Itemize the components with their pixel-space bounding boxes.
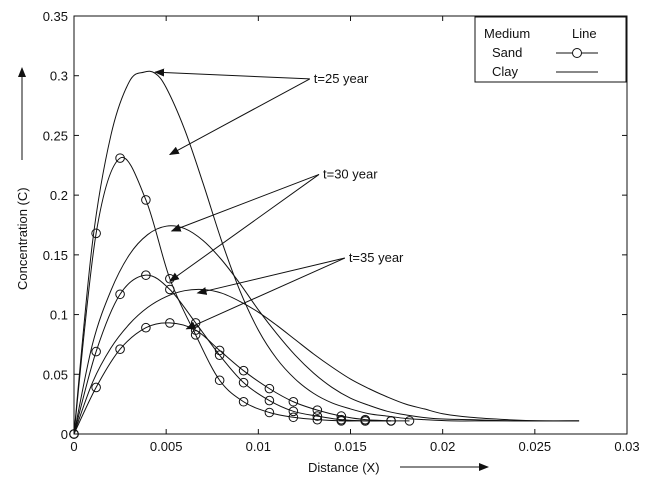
data-point <box>264 407 275 418</box>
annotation-arrow <box>185 257 346 330</box>
annotation-arrow <box>170 173 320 232</box>
data-point <box>141 322 151 333</box>
y-axis-title: Concentration (C) <box>15 67 30 290</box>
series-line-sand-t-25-year <box>73 156 410 435</box>
data-point <box>404 416 415 426</box>
annotation-arrow <box>154 68 310 80</box>
data-point <box>264 395 275 406</box>
y-tick-label: 0.05 <box>43 367 68 382</box>
legend-header-medium: Medium <box>484 26 530 41</box>
annotation-t-25-year: t=25 year <box>154 68 369 156</box>
annotation-arrow <box>168 78 311 156</box>
legend-label-sand: Sand <box>492 45 522 60</box>
data-point <box>238 365 249 376</box>
legend-header-line: Line <box>572 26 597 41</box>
x-tick-label: 0.03 <box>614 439 639 454</box>
y-tick-label: 0 <box>61 427 68 442</box>
x-tick-label: 0.01 <box>246 439 271 454</box>
series-line-sand-t-30-year <box>73 274 392 435</box>
annotation-label: t=35 year <box>349 250 404 265</box>
data-point <box>115 153 125 163</box>
x-axis-label: Distance (X) <box>308 460 380 475</box>
annotation-arrow <box>196 257 345 295</box>
x-tick-label: 0.025 <box>519 439 552 454</box>
data-point <box>360 414 371 425</box>
annotation-arrow <box>169 174 320 282</box>
y-tick-label: 0.15 <box>43 248 68 263</box>
x-tick-label: 0 <box>70 439 77 454</box>
annotation-label: t=25 year <box>314 71 369 86</box>
y-tick-label: 0.3 <box>50 69 68 84</box>
series-sand-t-35-year <box>69 318 396 439</box>
data-point <box>214 375 225 386</box>
data-point <box>264 383 275 394</box>
series-clay-t-25-year <box>73 70 580 435</box>
data-point <box>312 411 323 421</box>
axis-ticks: 0 0.005 0.01 0.015 0.02 0.025 0.03 0 0.05 0.1 0.15… <box>43 9 640 454</box>
legend: Medium Line Sand Clay <box>474 16 627 83</box>
series-line-clay-t-25-year <box>73 70 580 435</box>
data-point <box>214 345 225 356</box>
data-point <box>141 195 151 205</box>
data-point <box>288 406 299 417</box>
data-point <box>312 414 323 425</box>
legend-marker-sand <box>572 48 582 58</box>
data-point <box>91 346 101 357</box>
legend-label-clay: Clay <box>492 64 519 79</box>
y-tick-label: 0.35 <box>43 9 68 24</box>
data-point <box>91 228 101 239</box>
y-tick-label: 0.1 <box>50 308 68 323</box>
series-line-clay-t-30-year <box>73 225 580 435</box>
y-axis-label: Concentration (C) <box>15 187 30 290</box>
legend-box <box>474 16 627 83</box>
data-point <box>165 284 175 295</box>
y-tick-label: 0.25 <box>43 128 68 143</box>
series-sand-t-30-year <box>69 270 396 439</box>
data-point <box>336 411 347 421</box>
data-point <box>238 377 249 388</box>
x-tick-label: 0.005 <box>150 439 183 454</box>
data-point <box>91 382 101 393</box>
x-tick-label: 0.02 <box>430 439 455 454</box>
data-point <box>288 396 299 407</box>
y-tick-label: 0.2 <box>50 188 68 203</box>
annotation-label: t=30 year <box>323 166 378 181</box>
annotation-t-35-year: t=35 year <box>185 250 404 330</box>
data-point <box>115 344 125 355</box>
annotation-t-30-year: t=30 year <box>169 166 378 282</box>
series-line-sand-t-35-year <box>73 322 392 435</box>
x-tick-label: 0.015 <box>334 439 367 454</box>
data-point <box>238 396 249 407</box>
series-line-clay-t-35-year <box>73 288 580 435</box>
series-clay-t-30-year <box>73 225 580 435</box>
data-point <box>336 414 347 425</box>
data-point <box>165 318 175 328</box>
data-point <box>312 405 323 415</box>
x-axis-title: Distance (X) <box>308 460 489 475</box>
data-point <box>115 289 125 300</box>
data-point <box>141 270 151 280</box>
data-point <box>288 412 299 423</box>
series-layer <box>69 70 580 439</box>
annotation-layer: t=25 year t=30 year t=35 year <box>154 68 404 330</box>
series-clay-t-35-year <box>73 288 580 435</box>
